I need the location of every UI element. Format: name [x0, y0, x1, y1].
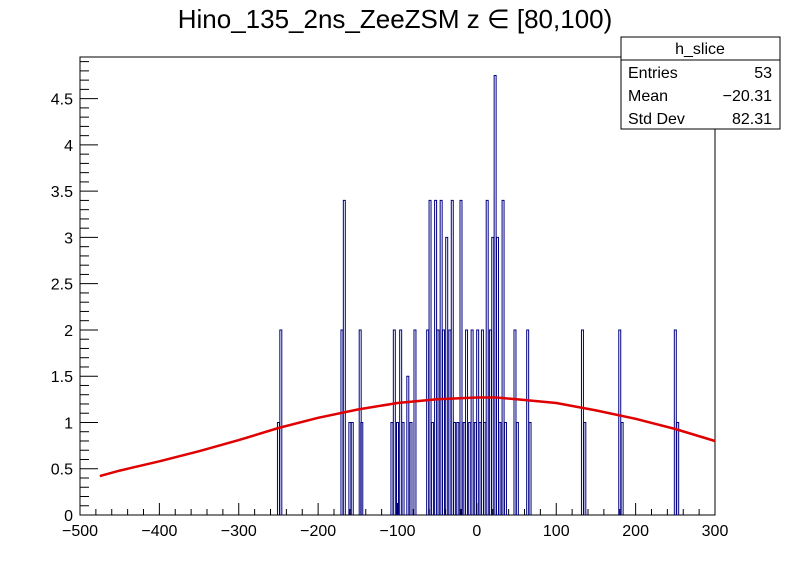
- histogram-bar: [496, 236, 500, 515]
- x-tick-label: −300: [221, 523, 257, 540]
- histogram-bar: [476, 329, 480, 515]
- histogram-bar: [342, 199, 346, 515]
- x-tick-label: 0: [472, 523, 481, 540]
- histogram-bar: [392, 329, 396, 515]
- y-tick-label: 2: [64, 323, 73, 340]
- histogram-bar: [583, 421, 587, 515]
- histogram-bar: [483, 421, 487, 515]
- histogram-bar: [426, 329, 430, 515]
- y-tick-label: 3.5: [51, 184, 73, 201]
- stats-entries-value: 53: [754, 65, 772, 82]
- chart-title: Hino_135_2ns_ZeeZSM z ∈ [80,100): [178, 4, 613, 34]
- x-tick-label: −500: [62, 523, 98, 540]
- histogram-bar: [434, 199, 438, 515]
- stats-box: h_slice Entries 53 Mean −20.31 Std Dev 8…: [620, 36, 781, 130]
- histogram-bar: [401, 421, 405, 515]
- histogram-bar: [620, 421, 624, 515]
- histogram-bar: [488, 329, 492, 515]
- histogram-bar: [473, 421, 477, 515]
- histogram-bar: [676, 421, 680, 515]
- y-tick-label: 1.5: [51, 369, 73, 386]
- histogram-bar: [456, 421, 460, 515]
- histogram-bar: [498, 421, 502, 515]
- histogram-bar: [580, 329, 584, 515]
- plot-frame: [79, 56, 716, 516]
- x-tick-label: 200: [622, 523, 649, 540]
- x-tick-label: −100: [379, 523, 415, 540]
- histogram-bar: [459, 199, 463, 515]
- stats-entries-label: Entries: [628, 65, 678, 82]
- histogram-bar: [503, 421, 507, 515]
- stats-stddev-value: 82.31: [732, 111, 772, 128]
- histogram-bar: [515, 421, 519, 515]
- histogram-bar: [526, 329, 530, 515]
- histogram-bar: [348, 421, 352, 515]
- histogram-bar: [478, 421, 482, 515]
- histogram-bar: [436, 329, 440, 515]
- histogram-bar: [276, 421, 280, 515]
- histogram-bar: [480, 329, 484, 515]
- histogram-bar: [445, 236, 449, 515]
- histogram-bar: [465, 329, 469, 515]
- histogram-bar: [493, 75, 497, 515]
- histogram-bar: [350, 421, 354, 515]
- histogram-bar: [673, 329, 677, 515]
- y-tick-label: 4.5: [51, 92, 73, 109]
- axes: −500 −400 −300 −200 −100 0 100 200 300 0 0.5 1 1.5 2 2…: [51, 61, 729, 540]
- histogram-bar: [413, 329, 417, 515]
- histogram-bar: [501, 199, 505, 515]
- histogram-bar: [406, 375, 410, 515]
- x-tick-label: 100: [543, 523, 570, 540]
- histogram-bar: [450, 199, 454, 515]
- y-tick-label: 4: [64, 138, 73, 155]
- histogram-bar: [428, 199, 432, 515]
- stats-mean-label: Mean: [628, 88, 668, 105]
- stats-box-name: h_slice: [675, 41, 725, 58]
- histogram-bar: [279, 329, 283, 515]
- histogram-bar: [462, 421, 466, 515]
- histogram-bar: [618, 329, 622, 515]
- y-tick-label: 2.5: [51, 277, 73, 294]
- y-tick-label: 0.5: [51, 462, 73, 479]
- x-tick-label: 300: [702, 523, 729, 540]
- histogram-bar: [360, 421, 364, 515]
- histogram-bar: [491, 236, 495, 515]
- histogram-bar: [513, 329, 517, 515]
- y-tick-label: 3: [64, 230, 73, 247]
- histogram-bar: [340, 329, 344, 515]
- histogram-bar: [390, 421, 394, 515]
- y-tick-label: 0: [64, 508, 73, 525]
- stats-box-frame: [620, 36, 781, 130]
- histogram-bar: [468, 421, 472, 515]
- y-tick-label: 1: [64, 415, 73, 432]
- histogram-bar: [448, 329, 452, 515]
- stats-stddev-label: Std Dev: [628, 111, 685, 128]
- histogram-bar: [453, 421, 457, 515]
- stats-mean-value: −20.31: [723, 88, 772, 105]
- fit-curve: [99, 396, 716, 478]
- histogram-bar: [470, 329, 474, 515]
- histogram-bar: [528, 421, 532, 515]
- histogram-bar: [409, 421, 413, 515]
- histogram-bar: [430, 421, 434, 515]
- histogram-bar: [442, 329, 446, 515]
- histogram-bar: [396, 421, 399, 515]
- histogram-bars: [276, 75, 680, 515]
- x-tick-label: −400: [141, 523, 177, 540]
- histogram-bar: [485, 199, 489, 515]
- histogram-bar: [399, 329, 403, 515]
- x-tick-label: −200: [300, 523, 336, 540]
- histogram-bar: [439, 199, 443, 515]
